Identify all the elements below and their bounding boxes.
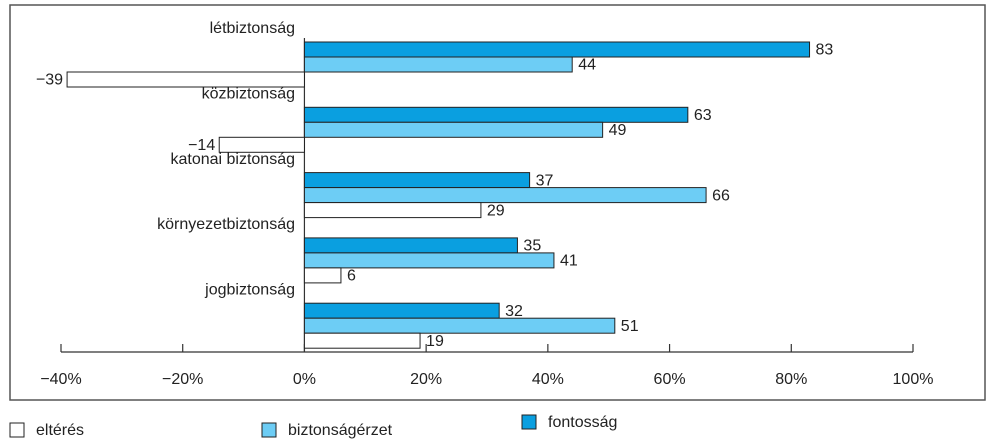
bar: [303, 41, 811, 58]
legend-swatch: [521, 414, 537, 430]
bar: [303, 237, 518, 254]
bar: [303, 56, 573, 73]
bar: [303, 332, 421, 349]
bar: [303, 202, 482, 219]
value-label: 51: [621, 318, 639, 335]
category-label: létbiztonság: [210, 20, 295, 37]
x-tick-label: −20%: [162, 371, 203, 388]
value-label: 37: [536, 172, 554, 189]
bar: [303, 106, 689, 123]
value-label: 63: [694, 107, 712, 124]
category-label: katonai biztonság: [170, 151, 295, 168]
value-label: 66: [712, 187, 730, 204]
bar: [218, 136, 305, 153]
value-label: 19: [426, 333, 444, 350]
x-tick-label: −40%: [40, 371, 81, 388]
x-tick-label: 80%: [775, 371, 807, 388]
bar: [303, 121, 604, 138]
value-label: 44: [578, 57, 596, 74]
bar: [303, 317, 616, 334]
value-label: −14: [188, 137, 215, 154]
bar: [303, 187, 707, 204]
category-label: környezetbiztonság: [157, 216, 295, 233]
x-tick-label: 100%: [893, 371, 934, 388]
bar: [66, 71, 305, 88]
legend-label: eltérés: [36, 422, 84, 439]
value-label: 41: [560, 253, 578, 270]
x-tick-label: 0%: [293, 371, 316, 388]
legend-label: biztonságérzet: [288, 422, 393, 439]
legend-swatch: [9, 422, 25, 438]
value-label: 6: [347, 268, 356, 285]
bar: [303, 252, 555, 269]
legend-label: fontosság: [548, 414, 617, 431]
value-label: 35: [523, 238, 541, 255]
x-tick-label: 40%: [532, 371, 564, 388]
bar: [303, 267, 342, 284]
bar: [303, 172, 531, 189]
x-tick-label: 20%: [410, 371, 442, 388]
value-label: 32: [505, 303, 523, 320]
bar: [303, 302, 500, 319]
value-label: 29: [487, 202, 505, 219]
legend-swatch: [261, 422, 277, 438]
category-label: közbiztonság: [202, 86, 295, 103]
value-label: −39: [36, 72, 63, 89]
value-label: 49: [609, 122, 627, 139]
category-label: jogbiztonság: [204, 281, 295, 298]
value-label: 83: [816, 42, 834, 59]
x-tick-label: 60%: [654, 371, 686, 388]
